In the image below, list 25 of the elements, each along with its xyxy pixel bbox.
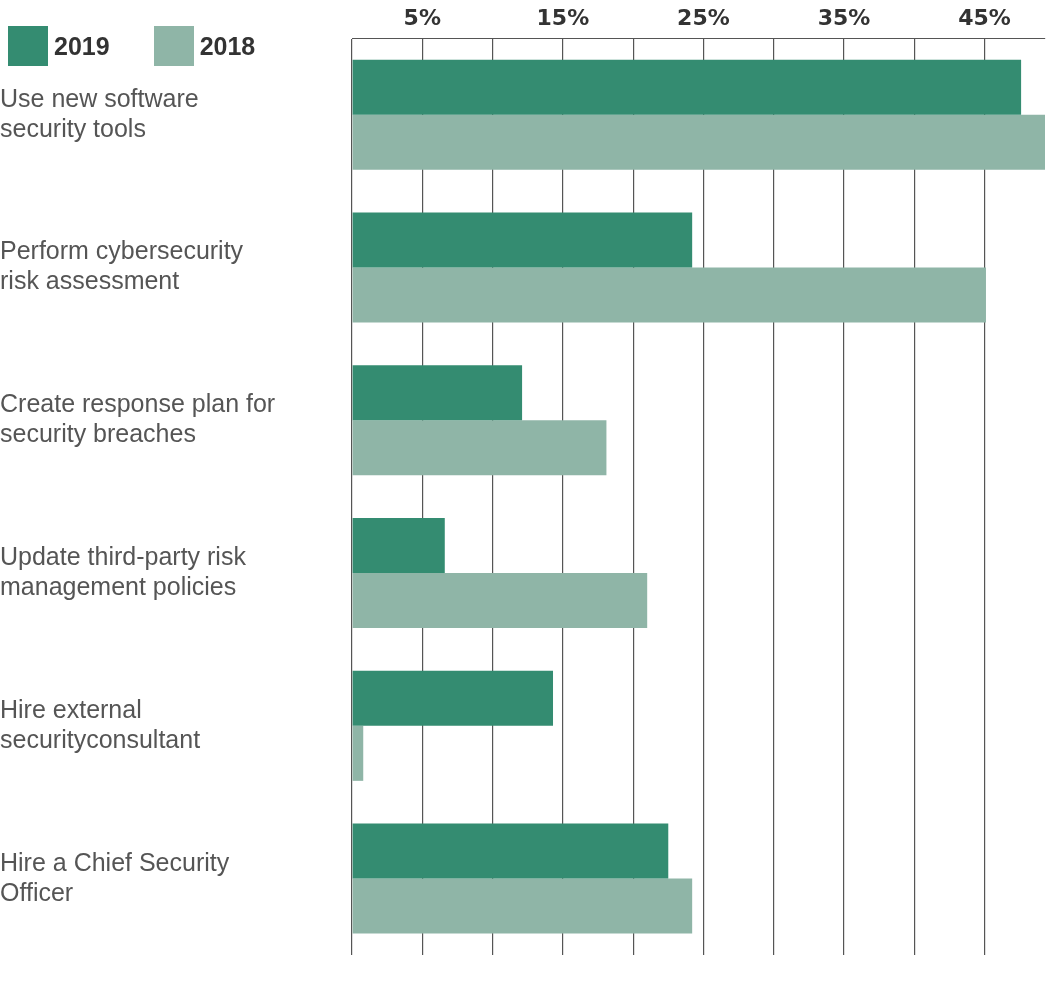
- y-tick-label: Update third-party risk management policies: [0, 541, 247, 600]
- bar: [352, 212, 693, 268]
- y-tick-label: Hire external securityconsultant: [0, 694, 201, 753]
- bar: [352, 365, 523, 421]
- bar: [352, 267, 986, 323]
- x-tick-label: 45%: [958, 4, 1011, 30]
- bar: [352, 59, 1022, 115]
- y-tick-label: Create response plan for security breaches: [0, 389, 276, 448]
- x-tick-label: 15%: [536, 4, 590, 30]
- y-tick-label: Use new software security tools: [0, 83, 199, 142]
- y-tick-label: Perform cybersecurity risk assessment: [0, 236, 244, 295]
- bar: [352, 878, 693, 934]
- bar: [352, 114, 1045, 170]
- bar: [352, 573, 648, 629]
- x-tick-label: 5%: [403, 4, 441, 30]
- x-tick-label: 35%: [817, 4, 871, 30]
- bar: [352, 823, 669, 879]
- legend-label: 2018: [199, 31, 256, 61]
- bar: [352, 420, 607, 476]
- bar: [352, 518, 445, 574]
- legend-label: 2019: [54, 31, 110, 61]
- bar: [352, 670, 554, 726]
- y-tick-label: Hire a Chief Security Officer: [0, 847, 230, 906]
- x-tick-label: 25%: [677, 4, 730, 30]
- bar: [352, 725, 364, 781]
